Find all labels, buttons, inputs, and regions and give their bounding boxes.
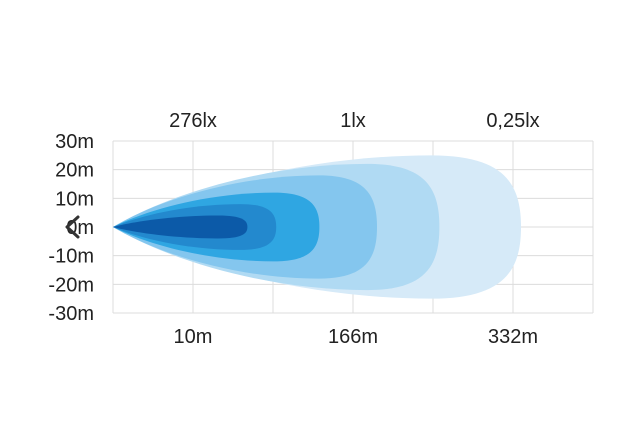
beam-layers <box>113 155 521 299</box>
previous-arrow-button[interactable] <box>58 212 88 242</box>
x-tick-label: 166m <box>328 326 378 348</box>
x-axis-labels: 10m 166m 332m <box>174 326 538 348</box>
y-tick-label: 20m <box>55 160 94 182</box>
y-tick-label: 30m <box>55 131 94 153</box>
y-tick-label: -10m <box>48 246 94 268</box>
x-tick-label: 10m <box>174 326 213 348</box>
lux-label: 1lx <box>340 110 366 132</box>
lux-label: 0,25lx <box>486 110 539 132</box>
x-tick-label: 332m <box>488 326 538 348</box>
y-tick-label: -30m <box>48 303 94 325</box>
lux-labels: 276lx 1lx 0,25lx <box>169 110 540 132</box>
chevron-left-icon <box>65 215 80 239</box>
y-tick-label: 10m <box>55 188 94 210</box>
beam-layer-6 <box>113 215 248 239</box>
lux-label: 276lx <box>169 110 217 132</box>
y-tick-label: -20m <box>48 274 94 296</box>
